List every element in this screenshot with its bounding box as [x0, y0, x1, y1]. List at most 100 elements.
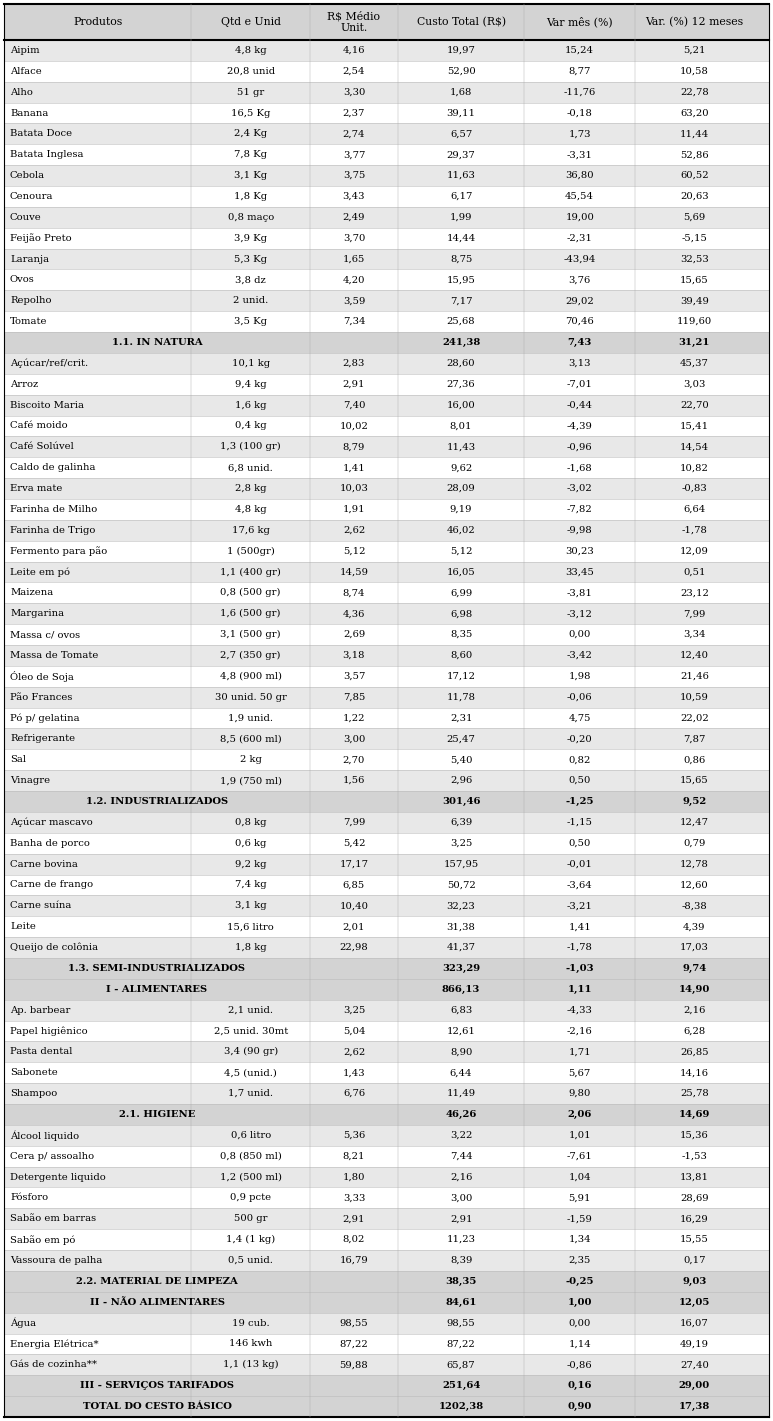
Bar	[4, 1104, 769, 1125]
Text: 28,60: 28,60	[447, 360, 475, 368]
Bar	[4, 352, 769, 374]
Text: 6,98: 6,98	[450, 610, 472, 618]
Bar	[4, 374, 769, 395]
Text: 241,38: 241,38	[442, 338, 480, 347]
Text: 9,74: 9,74	[683, 963, 707, 973]
Text: 0,6 kg: 0,6 kg	[235, 838, 267, 848]
Text: Queijo de colônia: Queijo de colônia	[10, 942, 98, 952]
Text: Ovos: Ovos	[10, 276, 35, 284]
Text: 0,8 maço: 0,8 maço	[227, 213, 274, 222]
Text: 8,39: 8,39	[450, 1256, 472, 1265]
Text: 16,07: 16,07	[680, 1319, 709, 1327]
Text: 9,52: 9,52	[683, 797, 707, 806]
Text: -1,78: -1,78	[682, 526, 707, 534]
Text: 11,63: 11,63	[447, 171, 475, 180]
Text: 4,20: 4,20	[342, 276, 365, 284]
Text: 1 (500gr): 1 (500gr)	[226, 547, 274, 556]
Text: 6,83: 6,83	[450, 1006, 472, 1015]
Text: Farinha de Trigo: Farinha de Trigo	[10, 526, 95, 534]
Text: Massa c/ ovos: Massa c/ ovos	[10, 630, 80, 639]
Bar	[4, 249, 769, 270]
Text: 3,03: 3,03	[683, 379, 706, 389]
Text: 9,03: 9,03	[683, 1277, 707, 1286]
Text: 87,22: 87,22	[339, 1340, 369, 1349]
Bar	[4, 1167, 769, 1188]
Text: 866,13: 866,13	[442, 985, 480, 993]
Bar	[4, 311, 769, 333]
Text: 0,00: 0,00	[568, 1319, 591, 1327]
Text: -3,42: -3,42	[567, 651, 593, 659]
Text: 15,6 litro: 15,6 litro	[227, 922, 274, 931]
Text: 2,7 (350 gr): 2,7 (350 gr)	[220, 651, 281, 659]
Text: 0,82: 0,82	[568, 756, 591, 764]
Bar	[4, 666, 769, 686]
Text: -5,15: -5,15	[682, 233, 707, 243]
Text: Biscoito Maria: Biscoito Maria	[10, 401, 84, 409]
Text: 7,4 kg: 7,4 kg	[235, 881, 267, 890]
Text: 5,04: 5,04	[342, 1026, 365, 1036]
Text: Pó p/ gelatina: Pó p/ gelatina	[10, 713, 80, 723]
Text: 14,59: 14,59	[339, 567, 369, 577]
Bar	[4, 102, 769, 124]
Text: Sabão em barras: Sabão em barras	[10, 1215, 96, 1223]
Text: -0,96: -0,96	[567, 442, 592, 452]
Text: 1,73: 1,73	[568, 129, 591, 138]
Text: 1,98: 1,98	[568, 672, 591, 681]
Text: 36,80: 36,80	[565, 171, 594, 180]
Text: 1,65: 1,65	[342, 254, 365, 263]
Text: -1,78: -1,78	[567, 944, 593, 952]
Text: 7,8 Kg: 7,8 Kg	[234, 151, 267, 159]
Text: R$ Médio
Unit.: R$ Médio Unit.	[328, 11, 380, 33]
Text: 45,54: 45,54	[565, 192, 594, 200]
Text: 6,44: 6,44	[450, 1069, 472, 1077]
Text: 10,03: 10,03	[339, 485, 369, 493]
Text: 8,74: 8,74	[342, 588, 365, 597]
Text: 14,44: 14,44	[447, 233, 475, 243]
Text: Var. (%) 12 meses: Var. (%) 12 meses	[645, 17, 744, 27]
Text: III - SERVIÇOS TARIFADOS: III - SERVIÇOS TARIFADOS	[80, 1381, 234, 1390]
Text: Carne suína: Carne suína	[10, 901, 71, 911]
Text: 251,64: 251,64	[442, 1381, 480, 1390]
Text: 1,56: 1,56	[342, 776, 365, 786]
Text: 1,9 (750 ml): 1,9 (750 ml)	[220, 776, 281, 786]
Text: 4,16: 4,16	[342, 45, 365, 55]
Bar	[4, 917, 769, 936]
Text: 10,02: 10,02	[339, 422, 369, 431]
Text: 1,11: 1,11	[567, 985, 592, 993]
Text: 1,68: 1,68	[450, 88, 472, 97]
Text: 15,95: 15,95	[447, 276, 475, 284]
Text: 7,99: 7,99	[683, 610, 706, 618]
Text: -0,25: -0,25	[565, 1277, 594, 1286]
Text: Pasta dental: Pasta dental	[10, 1047, 73, 1056]
Bar	[4, 770, 769, 791]
Text: 1,41: 1,41	[342, 463, 366, 472]
Text: 500 gr: 500 gr	[234, 1215, 267, 1223]
Text: 59,88: 59,88	[339, 1360, 369, 1370]
Bar	[4, 936, 769, 958]
Bar	[4, 1229, 769, 1250]
Text: 11,44: 11,44	[679, 129, 709, 138]
Text: -4,39: -4,39	[567, 422, 593, 431]
Text: 14,90: 14,90	[679, 985, 710, 993]
Text: -1,25: -1,25	[565, 797, 594, 806]
Text: 1,14: 1,14	[568, 1340, 591, 1349]
Text: 2.2. MATERIAL DE LIMPEZA: 2.2. MATERIAL DE LIMPEZA	[76, 1277, 238, 1286]
Text: 14,69: 14,69	[679, 1110, 710, 1118]
Text: 323,29: 323,29	[442, 963, 480, 973]
Bar	[4, 1020, 769, 1042]
Bar	[4, 561, 769, 583]
Text: Vinagre: Vinagre	[10, 776, 50, 786]
Text: 5,69: 5,69	[683, 213, 706, 222]
Text: 19,00: 19,00	[565, 213, 594, 222]
Text: 5,40: 5,40	[450, 756, 472, 764]
Text: 13,81: 13,81	[680, 1172, 709, 1182]
Text: 23,12: 23,12	[680, 588, 709, 597]
Text: 146 kwh: 146 kwh	[229, 1340, 272, 1349]
Text: 22,98: 22,98	[339, 944, 369, 952]
Text: 38,35: 38,35	[445, 1277, 477, 1286]
Text: 8,21: 8,21	[342, 1151, 365, 1161]
Text: 9,2 kg: 9,2 kg	[235, 860, 267, 868]
Text: 17,03: 17,03	[680, 944, 709, 952]
Text: 0,17: 0,17	[683, 1256, 706, 1265]
Text: Batata Inglesa: Batata Inglesa	[10, 151, 83, 159]
